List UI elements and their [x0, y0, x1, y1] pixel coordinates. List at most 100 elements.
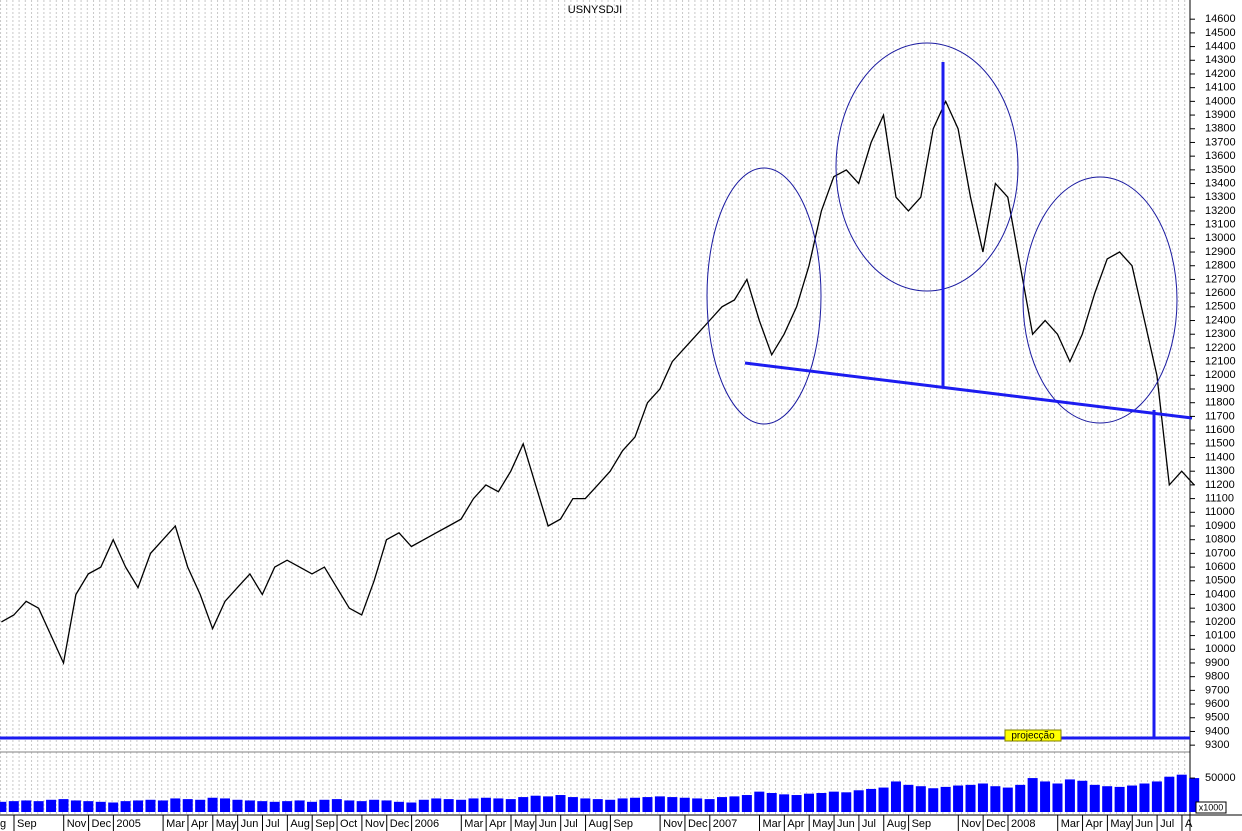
- y-tick-label: 13800: [1205, 123, 1236, 135]
- volume-bar: [1127, 785, 1138, 812]
- volume-bar: [319, 799, 330, 812]
- volume-bar: [1077, 780, 1088, 812]
- left-shoulder: [706, 167, 822, 425]
- y-tick-label: 10300: [1205, 602, 1236, 614]
- volume-bar: [704, 799, 715, 812]
- x-tick-label: A: [1185, 818, 1193, 830]
- volume-bar: [654, 796, 665, 812]
- y-tick-label: 13900: [1205, 109, 1236, 121]
- volume-bar: [207, 797, 218, 812]
- volume-bar: [866, 788, 877, 812]
- y-tick-label: 14300: [1205, 54, 1236, 66]
- x-tick-label: Mar: [464, 818, 483, 830]
- x-tick-label: Nov: [67, 818, 87, 830]
- volume-bar: [754, 791, 765, 812]
- volume-bar: [592, 799, 603, 812]
- volume-bar: [903, 784, 914, 812]
- y-tick-label: 11100: [1205, 493, 1234, 505]
- x-tick-label: 2005: [116, 818, 140, 830]
- y-tick-label: 13000: [1205, 232, 1236, 244]
- x-tick-label: Nov: [365, 818, 385, 830]
- volume-bar: [443, 799, 454, 812]
- y-tick-label: 10600: [1205, 561, 1236, 573]
- y-tick-label: 12600: [1205, 287, 1236, 299]
- volume-bar: [431, 798, 442, 812]
- volume-bar: [257, 801, 268, 812]
- volume-bar: [133, 800, 144, 812]
- volume-bar: [369, 799, 380, 812]
- chart-title: USNYSDJI: [568, 4, 622, 16]
- x-tick-label: g: [0, 818, 6, 830]
- volume-bar: [878, 787, 889, 812]
- x-tick-label: 2006: [415, 818, 439, 830]
- y-tick-label: 14100: [1205, 82, 1236, 94]
- volume-bar: [1139, 783, 1150, 812]
- volume-bar: [456, 799, 467, 812]
- volume-bar: [344, 800, 355, 812]
- grid-pattern: [0, 0, 1190, 815]
- volume-bar: [1064, 779, 1075, 812]
- y-tick-label: 12400: [1205, 314, 1236, 326]
- volume-bar: [679, 797, 690, 812]
- x-tick-label: Jun: [539, 818, 557, 830]
- volume-bar: [518, 797, 529, 812]
- x-tick-label: Nov: [663, 818, 683, 830]
- volume-bar: [766, 793, 777, 812]
- volume-bar: [803, 793, 814, 812]
- x-tick-label: Jul: [1160, 818, 1174, 830]
- y-tick-label: 9700: [1205, 684, 1229, 696]
- x-tick-label: May: [812, 818, 833, 830]
- x-tick-label: Jul: [564, 818, 578, 830]
- y-tick-label: 10100: [1205, 629, 1236, 641]
- unit-box: [1195, 801, 1227, 814]
- right-shoulder: [1022, 176, 1178, 424]
- volume-bar: [157, 800, 168, 812]
- volume-bar: [915, 786, 926, 812]
- x-tick-label: May: [216, 818, 237, 830]
- volume-bar: [195, 799, 206, 812]
- volume-bar: [1002, 787, 1013, 812]
- volume-bar: [953, 785, 964, 812]
- y-tick-label: 12000: [1205, 369, 1236, 381]
- volume-bar: [717, 797, 728, 812]
- x-tick-label: Dec: [688, 818, 708, 830]
- volume-bar: [543, 796, 554, 812]
- y-tick-label: 14200: [1205, 68, 1236, 80]
- y-tick-label: 12100: [1205, 356, 1236, 368]
- volume-bar: [1089, 784, 1100, 812]
- volume-bar: [468, 798, 479, 812]
- x-tick-label: Jul: [266, 818, 280, 830]
- y-tick-label: 12200: [1205, 342, 1236, 354]
- x-tick-label: May: [514, 818, 535, 830]
- y-tick-label: 10000: [1205, 643, 1236, 655]
- head: [835, 42, 1019, 292]
- y-tick-label: 12800: [1205, 260, 1236, 272]
- volume-bar: [816, 793, 827, 812]
- volume-bar: [70, 800, 81, 812]
- y-tick-label: 14600: [1205, 13, 1236, 25]
- x-tick-label: Jun: [1135, 818, 1153, 830]
- volume-bar: [741, 795, 752, 812]
- x-tick-label: Jun: [837, 818, 855, 830]
- x-tick-label: Sep: [17, 818, 37, 830]
- x-tick-label: Jun: [241, 818, 259, 830]
- x-tick-label: Mar: [763, 818, 782, 830]
- volume-bar: [965, 784, 976, 812]
- volume-bar: [331, 799, 342, 812]
- volume-bar: [232, 799, 243, 812]
- volume-bar: [505, 799, 516, 812]
- y-tick-label: 10700: [1205, 547, 1236, 559]
- volume-bar: [729, 796, 740, 812]
- volume-bar: [8, 801, 19, 812]
- x-tick-label: Mar: [1061, 818, 1080, 830]
- y-tick-label: 14400: [1205, 40, 1236, 52]
- x-tick-label: 2008: [1011, 818, 1035, 830]
- pattern-lines: [0, 62, 1193, 740]
- volume-bar: [630, 797, 641, 812]
- x-tick-label: Sep: [912, 818, 932, 830]
- y-tick-label: 13700: [1205, 136, 1236, 148]
- y-tick-label: 14500: [1205, 27, 1236, 39]
- x-tick-label: Jul: [862, 818, 876, 830]
- x-tick-label: Sep: [613, 818, 633, 830]
